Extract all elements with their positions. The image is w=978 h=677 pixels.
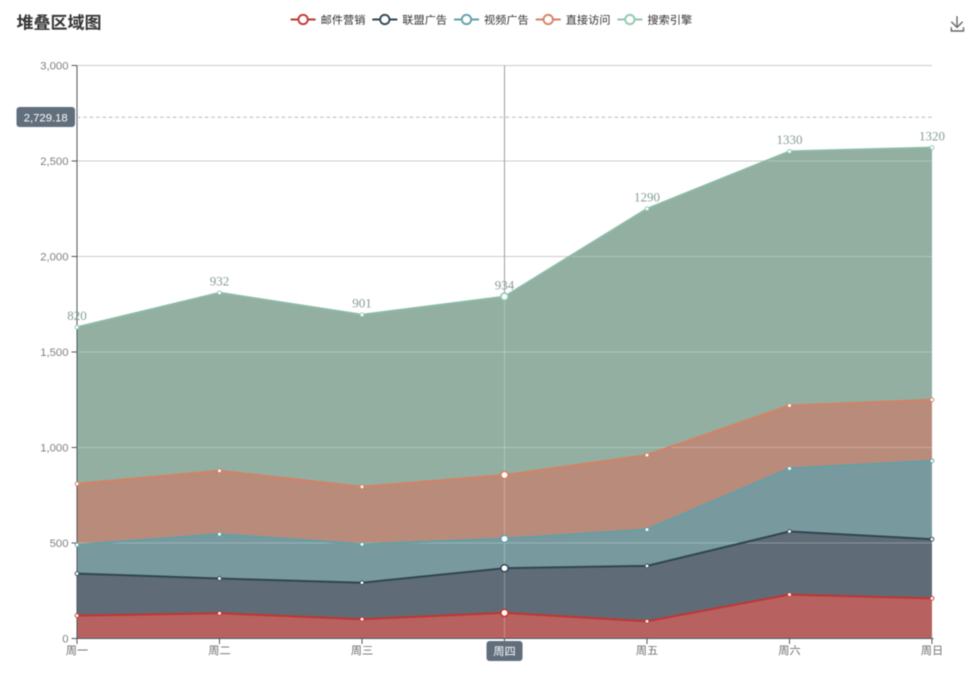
svg-text:932: 932 bbox=[210, 274, 230, 289]
svg-text:0: 0 bbox=[62, 634, 68, 646]
svg-text:2,000: 2,000 bbox=[40, 252, 68, 264]
svg-text:1,000: 1,000 bbox=[40, 443, 68, 455]
svg-text:1330: 1330 bbox=[777, 132, 803, 147]
svg-text:3,000: 3,000 bbox=[40, 61, 68, 73]
svg-text:2,729.18: 2,729.18 bbox=[24, 113, 68, 125]
svg-text:1290: 1290 bbox=[634, 190, 660, 205]
svg-text:1320: 1320 bbox=[919, 128, 945, 143]
svg-text:901: 901 bbox=[352, 296, 372, 311]
svg-text:2,500: 2,500 bbox=[40, 156, 68, 168]
svg-text:934: 934 bbox=[495, 277, 515, 292]
svg-text:1,500: 1,500 bbox=[40, 347, 68, 359]
svg-text:820: 820 bbox=[67, 308, 87, 323]
svg-text:500: 500 bbox=[50, 538, 69, 550]
